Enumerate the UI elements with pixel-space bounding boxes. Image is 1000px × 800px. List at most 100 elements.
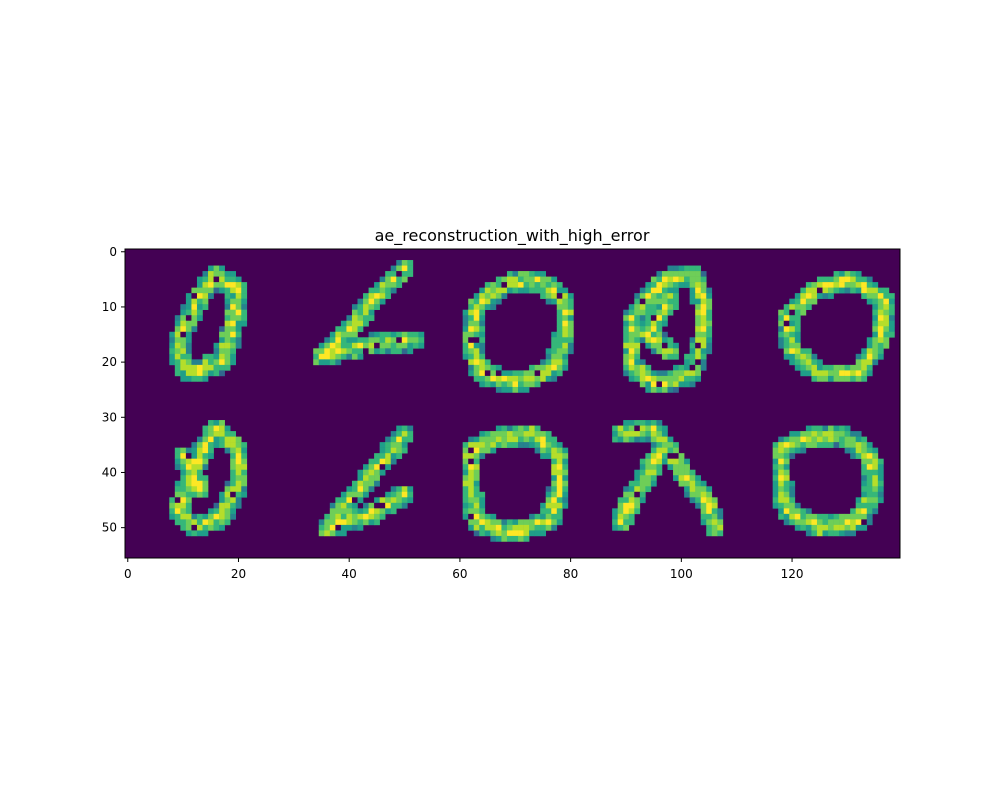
pixel-cell bbox=[407, 342, 414, 349]
pixel-cell bbox=[385, 348, 392, 355]
pixel-cell bbox=[390, 276, 397, 283]
pixel-cell bbox=[191, 364, 198, 371]
pixel-cell bbox=[324, 342, 331, 349]
pixel-cell bbox=[224, 447, 231, 454]
pixel-cell bbox=[684, 375, 690, 382]
pixel-cell bbox=[224, 315, 231, 322]
pixel-cell bbox=[562, 298, 569, 305]
pixel-cell bbox=[529, 524, 535, 531]
pixel-cell bbox=[479, 326, 486, 333]
pixel-cell bbox=[324, 513, 331, 520]
pixel-cell bbox=[551, 337, 558, 344]
pixel-cell bbox=[169, 497, 176, 504]
pixel-cell bbox=[523, 436, 530, 443]
pixel-cell bbox=[850, 524, 857, 531]
pixel-cell bbox=[235, 480, 242, 487]
pixel-cell bbox=[700, 364, 707, 371]
pixel-cell bbox=[202, 486, 209, 493]
pixel-cell bbox=[556, 513, 563, 520]
pixel-cell bbox=[706, 530, 713, 537]
pixel-cell bbox=[689, 359, 696, 366]
pixel-cell bbox=[783, 353, 790, 360]
pixel-cell bbox=[379, 513, 386, 520]
pixel-cell bbox=[861, 353, 868, 360]
pixel-cell bbox=[689, 353, 696, 360]
pixel-cell bbox=[324, 530, 331, 537]
pixel-cell bbox=[363, 469, 369, 476]
pixel-cell bbox=[789, 348, 796, 355]
pixel-cell bbox=[634, 431, 641, 437]
pixel-cell bbox=[639, 293, 646, 299]
pixel-cell bbox=[650, 436, 657, 443]
pixel-cell bbox=[224, 436, 231, 443]
pixel-cell bbox=[196, 469, 203, 476]
pixel-cell bbox=[551, 359, 558, 366]
pixel-cell bbox=[545, 442, 552, 448]
pixel-cell bbox=[230, 304, 237, 310]
pixel-cell bbox=[224, 287, 231, 294]
pixel-cell bbox=[385, 293, 392, 299]
pixel-cell bbox=[169, 337, 176, 344]
pixel-cell bbox=[174, 315, 181, 322]
pixel-cell bbox=[556, 480, 563, 487]
pixel-cell bbox=[202, 304, 209, 310]
pixel-cell bbox=[529, 364, 535, 371]
pixel-cell bbox=[794, 337, 801, 344]
pixel-cell bbox=[340, 353, 347, 360]
pixel-cell bbox=[484, 282, 491, 288]
pixel-cell bbox=[196, 436, 203, 443]
pixel-cell bbox=[783, 519, 790, 526]
pixel-cell bbox=[678, 364, 685, 371]
pixel-cell bbox=[335, 508, 342, 515]
pixel-cell bbox=[789, 491, 796, 498]
pixel-cell bbox=[866, 276, 873, 283]
pixel-cell bbox=[351, 491, 358, 498]
pixel-cell bbox=[202, 464, 209, 471]
pixel-cell bbox=[556, 458, 563, 465]
pixel-cell bbox=[661, 342, 668, 349]
pixel-cell bbox=[208, 524, 214, 531]
pixel-cell bbox=[473, 320, 480, 327]
pixel-cell bbox=[850, 508, 857, 515]
pixel-cell bbox=[839, 282, 845, 288]
pixel-cell bbox=[562, 359, 569, 366]
pixel-cell bbox=[833, 436, 840, 443]
pixel-cell bbox=[385, 282, 392, 288]
pixel-cell bbox=[473, 475, 480, 482]
pixel-cell bbox=[368, 337, 375, 344]
pixel-cell bbox=[523, 530, 530, 537]
pixel-cell bbox=[778, 464, 785, 471]
pixel-cell bbox=[794, 353, 801, 360]
pixel-cell bbox=[650, 458, 657, 465]
pixel-cell bbox=[656, 436, 663, 443]
pixel-cell bbox=[540, 508, 547, 515]
pixel-cell bbox=[556, 342, 563, 349]
pixel-cell bbox=[512, 381, 519, 388]
pixel-cell bbox=[850, 453, 857, 459]
pixel-cell bbox=[656, 326, 663, 333]
pixel-cell bbox=[661, 458, 668, 465]
pixel-cell bbox=[169, 348, 176, 355]
pixel-cell bbox=[650, 315, 657, 322]
pixel-cell bbox=[346, 315, 353, 322]
pixel-cell bbox=[800, 519, 807, 526]
pixel-cell bbox=[634, 420, 641, 426]
pixel-cell bbox=[363, 304, 369, 310]
pixel-cell bbox=[656, 381, 663, 388]
pixel-cell bbox=[351, 480, 358, 487]
pixel-cell bbox=[379, 293, 386, 299]
pixel-cell bbox=[855, 502, 862, 509]
pixel-cell bbox=[866, 502, 873, 509]
pixel-cell bbox=[368, 315, 375, 322]
pixel-cell bbox=[230, 453, 237, 459]
pixel-cell bbox=[213, 364, 220, 371]
pixel-cell bbox=[545, 359, 552, 366]
pixel-cell bbox=[783, 464, 790, 471]
pixel-cell bbox=[645, 326, 652, 333]
pixel-cell bbox=[545, 287, 552, 294]
pixel-cell bbox=[335, 326, 342, 333]
pixel-cell bbox=[711, 508, 718, 515]
pixel-cell bbox=[174, 464, 181, 471]
pixel-cell bbox=[850, 442, 857, 448]
pixel-cell bbox=[811, 436, 818, 443]
